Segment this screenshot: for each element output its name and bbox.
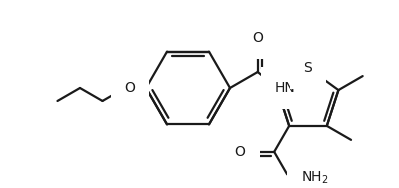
Text: HN: HN [275,81,296,95]
Text: O: O [235,145,246,159]
Text: O: O [252,31,263,45]
Text: NH$_2$: NH$_2$ [301,169,329,186]
Text: O: O [124,81,135,95]
Text: S: S [304,61,312,75]
